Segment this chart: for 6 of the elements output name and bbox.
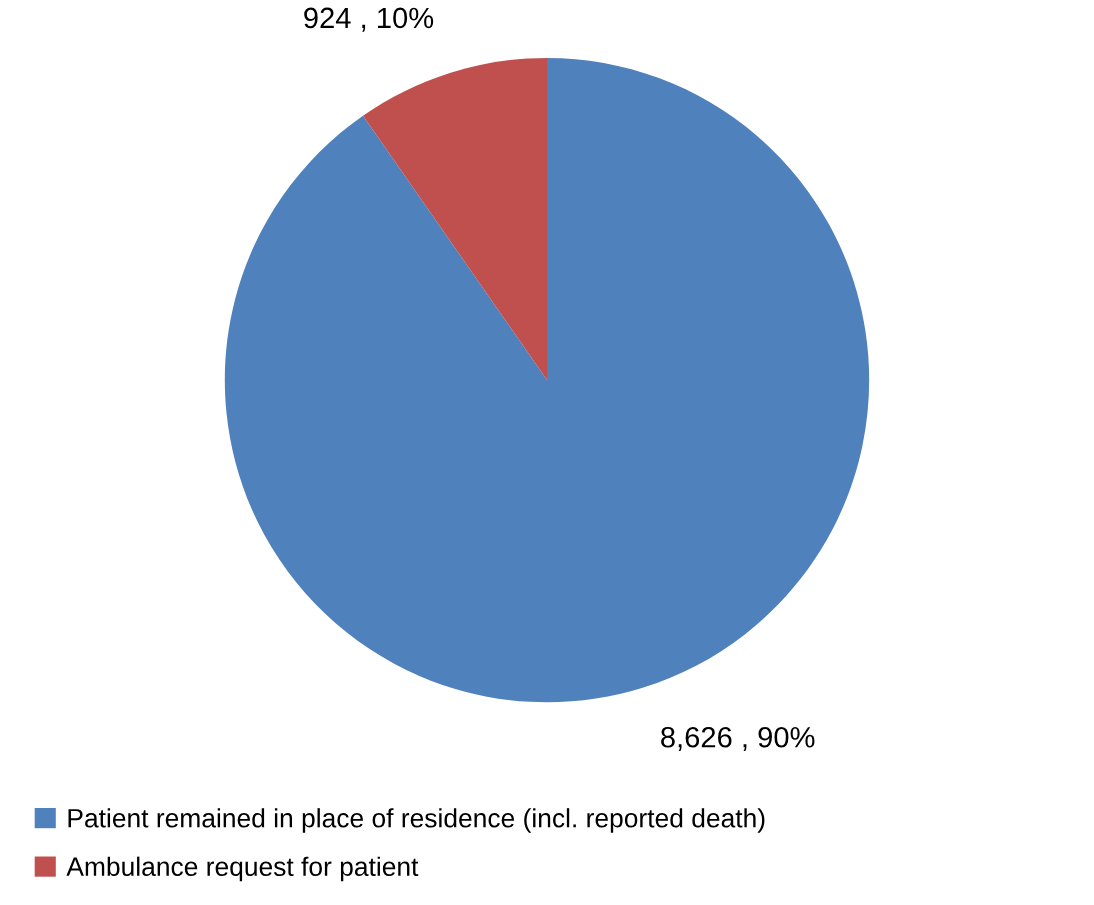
data-label: 924 , 10% bbox=[304, 7, 434, 32]
pie-slice bbox=[362, 57, 547, 381]
legend-label: Patient remained in place of residence (incl. reported death) bbox=[68, 808, 765, 833]
data-label: 8,626 , 90% bbox=[661, 726, 815, 752]
legend-label: Ambulance request for patient bbox=[66, 856, 419, 882]
pie-slice bbox=[224, 57, 870, 703]
